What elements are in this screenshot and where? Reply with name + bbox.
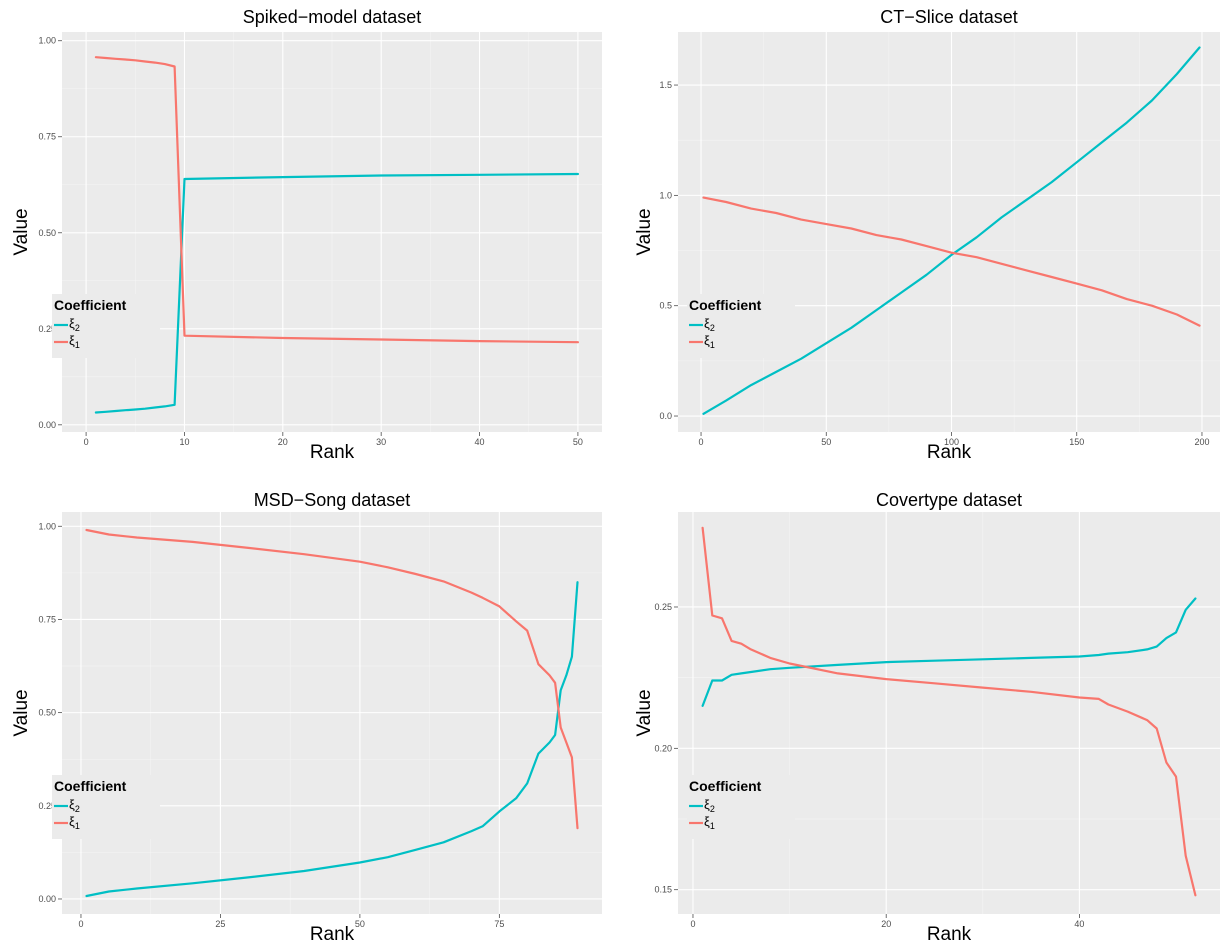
plot-background <box>678 512 1220 914</box>
series-line-xi1 <box>701 526 1197 897</box>
x-axis-title: Rank <box>310 442 355 463</box>
y-tick-label: 1.00 <box>38 521 56 531</box>
y-tick-label: 0.00 <box>38 894 56 904</box>
x-tick-label: 20 <box>881 919 891 929</box>
y-tick-label: 1.0 <box>659 190 672 200</box>
chart-panel-msd-song: MSD−Song dataset Rank Value 0 25 50 75 0.00 0… <box>11 490 602 945</box>
legend-label: ξ2 <box>69 316 80 333</box>
x-tick-label: 0 <box>78 919 83 929</box>
x-tick-label: 75 <box>494 919 504 929</box>
y-axis-title: Value <box>634 208 655 255</box>
panel-title: Spiked−model dataset <box>243 7 422 27</box>
x-axis-title: Rank <box>310 924 355 945</box>
legend-title: Coefficient <box>54 297 127 313</box>
y-tick-label: 0.15 <box>654 885 672 895</box>
plot-background <box>678 32 1220 432</box>
x-tick-label: 40 <box>475 437 485 447</box>
x-tick-label: 200 <box>1194 437 1209 447</box>
legend-background <box>687 775 795 839</box>
y-axis-title: Value <box>11 689 32 736</box>
legend-label: ξ1 <box>69 333 80 350</box>
grid <box>678 512 1220 914</box>
series-line-xi1 <box>85 528 579 830</box>
y-tick-label: 0.50 <box>38 708 56 718</box>
y-tick-label: 0.00 <box>38 420 56 430</box>
grid <box>62 32 602 432</box>
y-tick-label: 1.5 <box>659 80 672 90</box>
y-axis-title: Value <box>11 208 32 255</box>
x-tick-label: 150 <box>1069 437 1084 447</box>
grid <box>678 32 1220 432</box>
x-tick-label: 100 <box>944 437 959 447</box>
x-tick-label: 30 <box>376 437 386 447</box>
y-tick-label: 0.75 <box>38 132 56 142</box>
x-tick-label: 50 <box>355 919 365 929</box>
y-tick-label: 1.00 <box>38 36 56 46</box>
series-line-xi2 <box>702 46 1201 415</box>
legend-label: ξ1 <box>704 333 715 350</box>
y-tick-label: 0.0 <box>659 411 672 421</box>
chart-panel-ct-slice: CT−Slice dataset Rank Value 0 50 100 150 200… <box>634 7 1220 463</box>
y-tick-label: 0.5 <box>659 301 672 311</box>
y-axis-title: Value <box>634 689 655 736</box>
chart-panel-covertype: Covertype dataset Rank Value 0 20 40 0.15 0.… <box>634 490 1220 945</box>
series-line-xi2 <box>701 597 1197 707</box>
x-tick-label: 50 <box>821 437 831 447</box>
y-tick-label: 0.20 <box>654 743 672 753</box>
panel-title: MSD−Song dataset <box>254 490 411 510</box>
series-line-xi2 <box>94 172 579 414</box>
legend-background <box>687 294 795 358</box>
legend-title: Coefficient <box>689 297 762 313</box>
panel-title: CT−Slice dataset <box>880 7 1018 27</box>
x-axis-title: Rank <box>927 442 972 463</box>
series-line-xi1 <box>702 196 1201 327</box>
legend-background <box>52 775 160 839</box>
legend-label: ξ1 <box>69 814 80 831</box>
panel-title: Covertype dataset <box>876 490 1022 510</box>
x-tick-label: 20 <box>278 437 288 447</box>
y-tick-label: 0.25 <box>38 801 56 811</box>
x-tick-label: 0 <box>690 919 695 929</box>
x-tick-label: 25 <box>215 919 225 929</box>
legend-label: ξ2 <box>69 797 80 814</box>
x-tick-label: 0 <box>84 437 89 447</box>
series-line-xi1 <box>94 56 579 344</box>
x-tick-label: 0 <box>699 437 704 447</box>
legend-label: ξ2 <box>704 316 715 333</box>
x-tick-label: 50 <box>573 437 583 447</box>
legend-title: Coefficient <box>689 778 762 794</box>
y-tick-label: 0.75 <box>38 614 56 624</box>
chart-panel-spiked-model: Spiked−model dataset Rank Value 0 10 20 30 4… <box>11 7 602 463</box>
x-tick-label: 40 <box>1074 919 1084 929</box>
y-tick-label: 0.25 <box>38 324 56 334</box>
legend-label: ξ2 <box>704 797 715 814</box>
x-tick-label: 10 <box>179 437 189 447</box>
legend-background <box>52 294 160 358</box>
y-tick-label: 0.50 <box>38 228 56 238</box>
legend-title: Coefficient <box>54 778 127 794</box>
legend-label: ξ1 <box>704 814 715 831</box>
y-tick-label: 0.25 <box>654 602 672 612</box>
x-axis-title: Rank <box>927 924 972 945</box>
